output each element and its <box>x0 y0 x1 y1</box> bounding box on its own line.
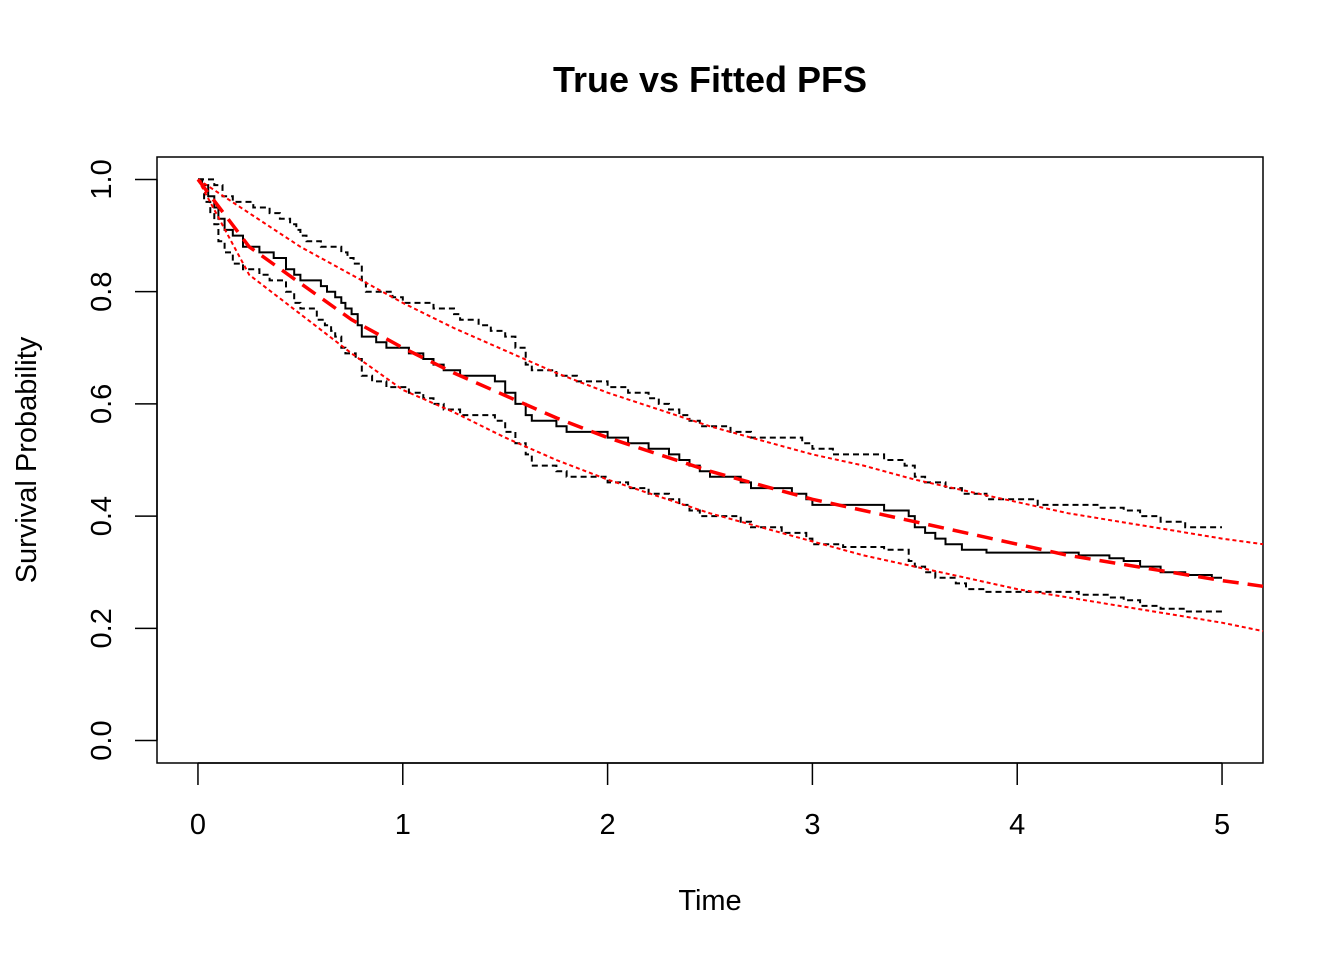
y-axis-label: Survival Probability <box>11 336 43 583</box>
y-tick-label: 0.0 <box>86 720 118 760</box>
series-fitted-lower <box>197 178 1264 633</box>
plot-frame <box>156 156 1264 764</box>
x-tick-label: 0 <box>190 809 206 841</box>
x-axis: 0 1 2 3 4 5 <box>190 762 1230 841</box>
y-tick-label: 1.0 <box>86 159 118 199</box>
series-fitted-upper <box>197 178 1264 546</box>
y-tick-label: 0.2 <box>86 608 118 648</box>
series-fitted <box>196 178 1264 589</box>
series-km-lower-ci <box>198 178 1223 615</box>
series-layer <box>196 178 1264 633</box>
x-tick-label: 1 <box>395 809 411 841</box>
x-tick-label: 5 <box>1214 809 1230 841</box>
y-tick-label: 0.8 <box>86 272 118 312</box>
series-km-estimate <box>198 178 1222 579</box>
x-tick-label: 3 <box>804 809 820 841</box>
x-tick-label: 2 <box>600 809 616 841</box>
y-tick-label: 0.6 <box>86 384 118 424</box>
chart-title: True vs Fitted PFS <box>553 59 867 100</box>
y-axis: 0.0 0.2 0.4 0.6 0.8 1.0 <box>86 159 158 761</box>
y-tick-label: 0.4 <box>86 496 118 536</box>
x-axis-label: Time <box>678 885 741 917</box>
x-tick-label: 4 <box>1009 809 1025 841</box>
